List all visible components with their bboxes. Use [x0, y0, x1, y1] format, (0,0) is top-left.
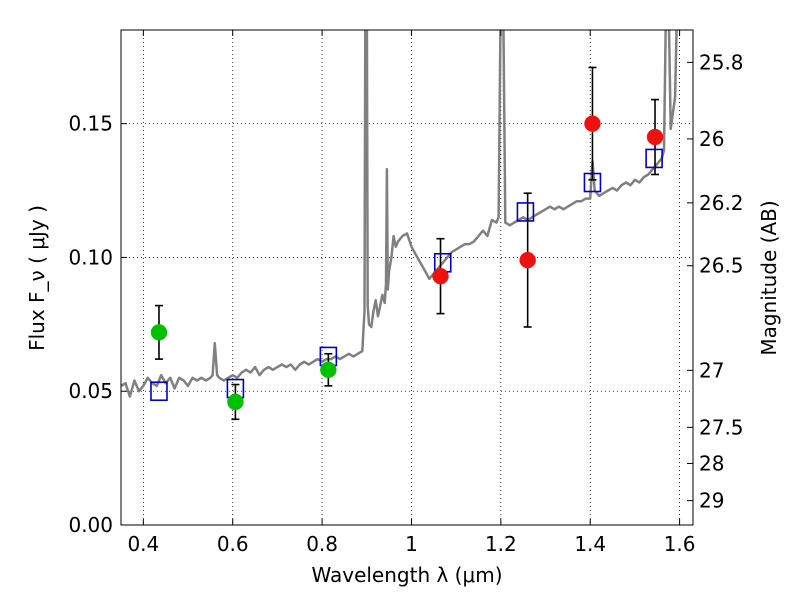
- plot-frame: [120, 29, 694, 526]
- right-tick-label: 27: [699, 358, 724, 382]
- x-axis-label: Wavelength λ (μm): [311, 563, 502, 587]
- x-tick-label: 1: [405, 532, 418, 556]
- model-square-marker: [645, 148, 663, 169]
- red-data-point: [519, 251, 536, 269]
- right-tick-label: 29: [699, 489, 724, 513]
- green-data-point: [150, 324, 168, 341]
- axis-ticks: 0.4 0.6 0.8 1 1.2 1.4 1.6 0.00 0.05 0.10 0.15 25.8 2…: [68, 30, 744, 556]
- right-tick-label: 25.8: [699, 50, 744, 74]
- x-tick-label: 1.6: [664, 532, 696, 556]
- model-spectrum: [121, 30, 678, 398]
- y-axis-label: Flux F_ν ( μJy ): [25, 205, 49, 351]
- y-tick-label: 0.15: [68, 112, 113, 136]
- red-data-point: [432, 267, 449, 285]
- right-axis-label: Magnitude (AB): [757, 200, 781, 355]
- x-tick-label: 0.8: [306, 532, 338, 556]
- red-data-point: [646, 128, 664, 146]
- data-markers: [150, 115, 664, 411]
- red-data-point: [584, 115, 601, 132]
- right-tick-label: 27.5: [699, 415, 744, 439]
- green-data-point: [227, 393, 244, 411]
- green-data-point: [320, 361, 337, 379]
- x-tick-label: 1.2: [485, 532, 517, 556]
- model-square-marker: [150, 381, 168, 402]
- y-tick-label: 0.05: [68, 379, 113, 403]
- y-tick-label: 0.00: [68, 513, 113, 537]
- error-bars: [154, 66, 660, 421]
- x-tick-label: 0.6: [217, 532, 249, 556]
- model-square-marker: [516, 202, 535, 222]
- grid-lines: [121, 30, 693, 526]
- x-tick-label: 1.4: [574, 532, 606, 556]
- spectrum-line: [121, 30, 678, 398]
- y-tick-label: 0.10: [68, 245, 113, 269]
- right-tick-label: 28: [699, 451, 724, 475]
- right-tick-label: 26.2: [699, 191, 744, 215]
- x-tick-label: 0.4: [127, 532, 159, 556]
- model-square-marker: [583, 172, 602, 193]
- right-tick-label: 26.5: [699, 254, 744, 278]
- right-tick-label: 26: [699, 127, 724, 151]
